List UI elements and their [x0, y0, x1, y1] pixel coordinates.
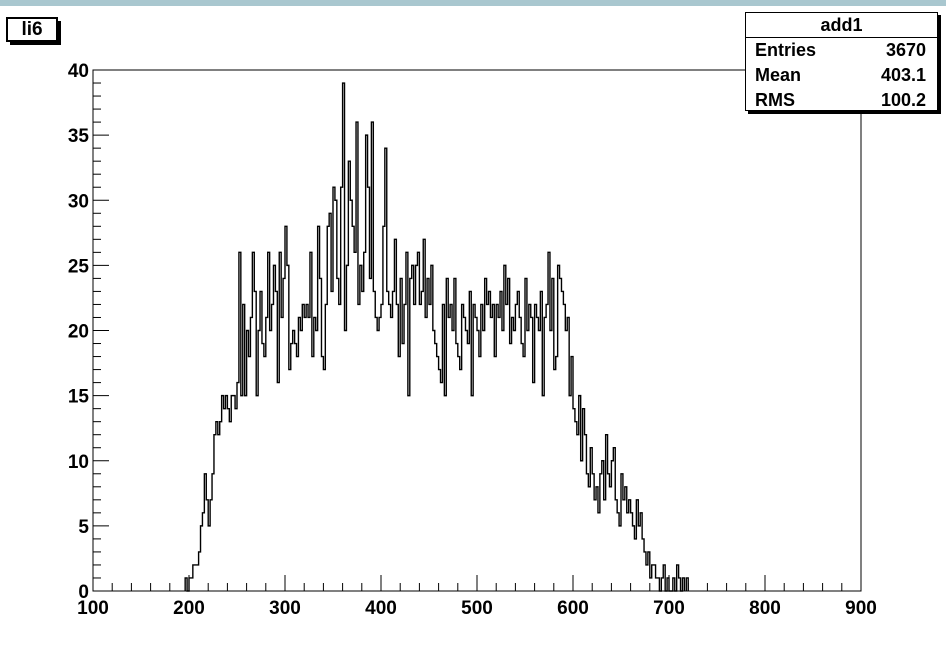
y-tick-label: 5 — [78, 517, 89, 538]
stats-row-mean: Mean 403.1 — [746, 63, 937, 88]
y-tick-label: 25 — [68, 256, 90, 277]
x-tick-label: 800 — [749, 598, 781, 619]
stats-value-mean: 403.1 — [880, 65, 926, 85]
stats-value-entries: 3670 — [885, 40, 926, 60]
stats-value-rms: 100.2 — [880, 90, 926, 110]
y-tick-label: 10 — [68, 452, 89, 473]
stats-label-rms: RMS — [755, 90, 795, 110]
x-tick-label: 600 — [557, 598, 589, 619]
stats-label-mean: Mean — [755, 65, 802, 85]
y-tick-label: 20 — [68, 322, 89, 343]
statistics-box: add1 Entries 3670 Mean 403.1 RMS 100.2 — [745, 12, 938, 111]
stats-label-entries: Entries — [755, 40, 817, 60]
histogram-title-box: li6 — [6, 17, 61, 45]
x-tick-label: 100 — [77, 598, 109, 619]
x-tick-label: 700 — [653, 598, 685, 619]
stats-box-name: add1 — [746, 13, 937, 38]
stats-row-entries: Entries 3670 — [746, 38, 937, 63]
y-tick-label: 0 — [78, 582, 89, 603]
stats-box-shadow-right — [938, 15, 941, 114]
y-tick-label: 35 — [68, 126, 90, 147]
x-tick-label: 200 — [173, 598, 205, 619]
y-tick-label: 40 — [68, 61, 89, 82]
x-tick-label: 400 — [365, 598, 397, 619]
x-tick-label: 900 — [845, 598, 877, 619]
x-tick-label: 500 — [461, 598, 493, 619]
histogram-title: li6 — [21, 19, 43, 40]
y-tick-label: 30 — [68, 191, 89, 212]
y-tick-label: 15 — [68, 387, 90, 408]
histogram-series-add1 — [184, 82, 686, 592]
top-band — [0, 0, 946, 6]
stats-box-shadow-bottom — [748, 111, 941, 114]
stats-row-rms: RMS 100.2 — [746, 88, 937, 113]
x-tick-label: 300 — [269, 598, 301, 619]
